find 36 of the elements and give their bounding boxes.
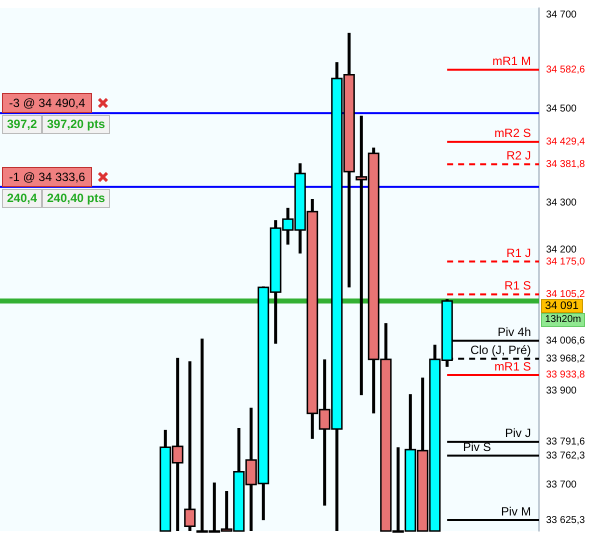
text: 34 091 [541, 299, 583, 313]
y-tick-label: 33 968,2 [546, 354, 586, 365]
y-tick-label: 34 500 [546, 103, 578, 114]
annotation: 397,20 pts [42, 115, 110, 134]
annotation: 397,2 [2, 115, 42, 134]
ref-line-label: Piv S [462, 440, 491, 454]
ref-line-label: mR1 S [494, 359, 531, 374]
ref-line-label: R2 J [506, 148, 531, 163]
ref-line-label: Piv M [501, 504, 532, 518]
ref-line-label: R1 J [506, 246, 531, 260]
ref-line-label: R1 S [504, 278, 531, 293]
y-tick-label: 34 200 [546, 244, 578, 256]
ref-line-label: Clo (J, Pré) [470, 343, 531, 358]
ref-line-label: Piv 4h [498, 325, 531, 340]
y-tick-label: 33 700 [546, 480, 578, 491]
y-tick-label: 33 625,3 [546, 514, 586, 526]
y-tick-label: 34 006,6 [546, 335, 586, 346]
ref-line-label: mR1 M [492, 54, 531, 68]
annotation: 240,40 pts [42, 188, 110, 208]
y-tick-label: 34 105,2 [546, 289, 586, 300]
y-tick-label: 33 900 [546, 386, 578, 397]
annotation: 240,4 [2, 188, 42, 208]
y-tick-label: 34 429,4 [546, 136, 586, 148]
text: 13h20m [541, 313, 586, 327]
y-tick-label: 33 762,3 [546, 450, 586, 462]
annotation: -1 @ 34 333,6 [2, 166, 92, 187]
ref-line-label: mR2 S [494, 126, 531, 140]
ref-line-label: Piv J [504, 426, 531, 440]
y-tick-label: 34 300 [546, 197, 578, 208]
y-tick-label: 33 933,8 [546, 370, 586, 381]
y-tick-label: 33 791,6 [546, 436, 586, 448]
y-tick-label: 34 582,6 [546, 64, 586, 76]
y-tick-label: 34 700 [546, 9, 578, 20]
annotation: -3 @ 34 490,4 [2, 93, 92, 114]
y-tick-label: 34 381,8 [546, 158, 586, 170]
y-tick-label: 34 175,0 [546, 256, 586, 268]
